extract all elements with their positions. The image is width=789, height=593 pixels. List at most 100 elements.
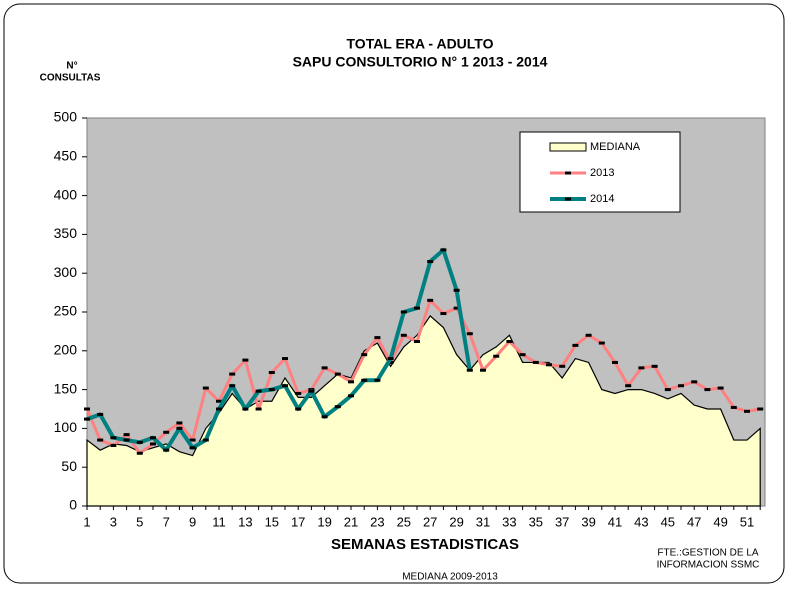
marker [374,336,381,340]
x-tick-label: 45 [661,514,675,529]
x-tick-label: 9 [189,514,196,529]
marker [374,378,381,382]
marker [453,306,460,310]
x-tick-label: 27 [423,514,437,529]
y-tick-label: 50 [61,458,77,474]
marker [625,384,632,388]
marker [163,448,170,452]
legend-label: 2013 [590,167,614,179]
annotation: INFORMACION SSMC [657,560,760,571]
marker [440,312,447,316]
marker [598,341,605,345]
marker [216,407,222,411]
marker [506,339,513,343]
x-tick-label: 33 [502,514,516,529]
marker [612,360,618,364]
y-tick-label: 350 [54,225,78,241]
marker [321,366,328,370]
marker [704,388,711,392]
marker [427,298,434,302]
x-tick-label: 43 [634,514,648,529]
marker [268,371,275,375]
marker [282,384,288,388]
marker [295,407,302,411]
marker [414,339,420,343]
x-tick-label: 1 [83,514,90,529]
area [86,314,761,507]
marker [123,438,130,442]
marker [84,417,90,421]
marker [136,440,143,444]
marker [427,260,434,264]
x-tick-label: 21 [344,514,358,529]
marker [150,442,156,446]
x-tick-label: 29 [449,514,463,529]
marker [466,368,473,372]
marker [466,332,473,336]
x-tick-label: 25 [397,514,411,529]
marker [321,415,328,419]
marker [242,358,249,362]
y-tick-label: 450 [54,148,78,164]
marker [493,354,500,358]
annotation: FTE.:GESTION DE LA [657,548,758,559]
marker [414,306,420,310]
marker [189,446,196,450]
marker [189,438,196,442]
marker [572,343,579,347]
y-tick-label: 150 [54,380,78,396]
line [85,298,761,455]
marker [387,357,394,361]
marker [282,357,288,361]
marker [400,310,407,314]
legend-label: 2014 [590,193,614,205]
marker [110,436,117,440]
marker [361,353,368,357]
x-tick-label: 37 [555,514,569,529]
marker [757,407,764,411]
marker [387,360,394,364]
marker [216,399,222,403]
y-tick-label: 400 [54,186,78,202]
legend-swatch [565,197,571,201]
marker [110,443,117,447]
marker [361,378,368,382]
marker [295,391,302,395]
chart-subtitle: SAPU CONSULTORIO N° 1 2013 - 2014 [293,54,548,70]
x-tick-label: 19 [317,514,331,529]
marker [453,288,460,292]
x-tick-label: 23 [370,514,384,529]
marker [638,366,645,370]
marker [150,436,156,440]
marker [202,386,209,390]
marker [242,407,249,411]
x-tick-label: 39 [581,514,595,529]
marker [268,388,275,392]
marker [651,364,658,368]
marker [308,389,315,393]
x-tick-label: 11 [212,514,226,529]
y-tick-label: 500 [54,109,78,125]
x-tick-label: 15 [265,514,279,529]
marker [744,409,750,413]
marker [334,372,341,376]
y-label: CONSULTAS [40,73,101,84]
marker [664,388,671,392]
x-tick-label: 7 [163,514,170,529]
marker [255,407,262,411]
x-tick-label: 17 [291,514,305,529]
marker [730,405,737,409]
marker [229,372,236,376]
marker [585,333,592,337]
marker [202,438,209,442]
marker [229,384,236,388]
legend-swatch [565,171,571,175]
marker [84,407,90,411]
x-tick-label: 47 [687,514,701,529]
marker [348,394,354,398]
x-label: SEMANAS ESTADISTICAS [331,536,519,553]
x-tick-label: 51 [740,514,754,529]
y-tick-label: 200 [54,342,78,358]
x-tick-label: 3 [110,514,117,529]
